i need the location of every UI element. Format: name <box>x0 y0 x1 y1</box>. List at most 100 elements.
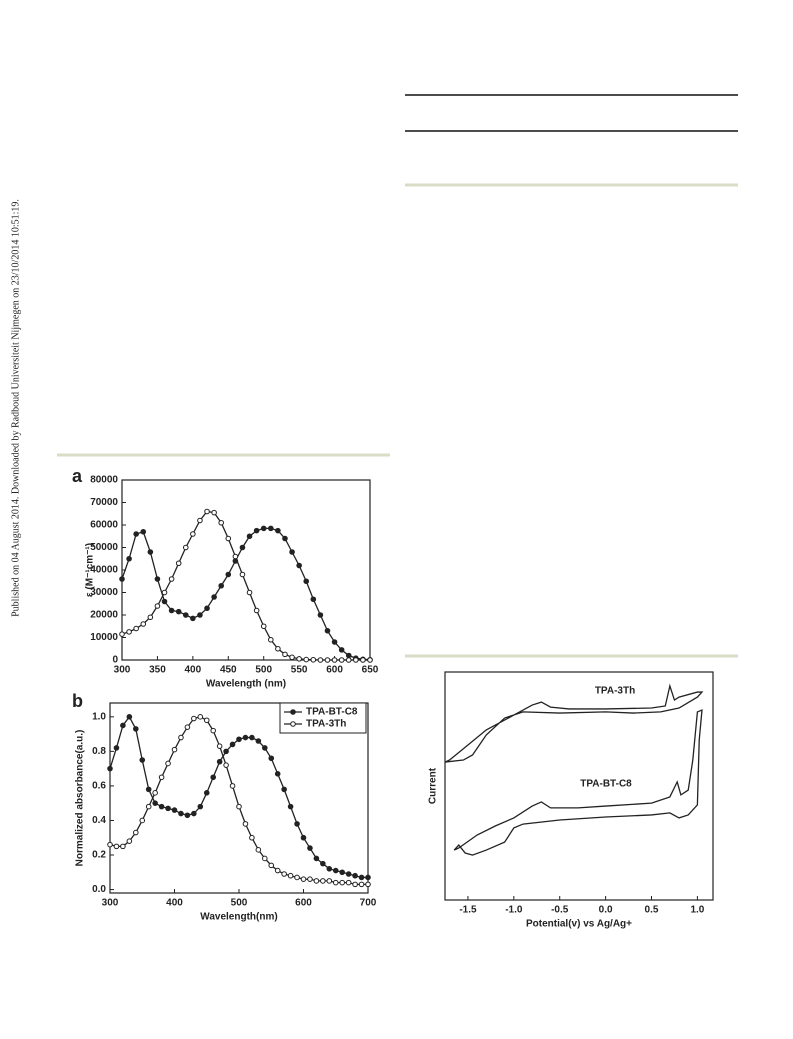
panel-label: a <box>72 466 83 486</box>
data-point <box>332 879 339 886</box>
data-point <box>255 738 262 744</box>
data-point <box>296 656 302 662</box>
plot-frame <box>444 671 714 901</box>
y-tick-label: 30000 <box>90 587 118 598</box>
data-point <box>300 876 307 882</box>
x-tick-label: -1.5 <box>459 905 477 916</box>
data-point <box>317 612 324 618</box>
data-point <box>345 871 352 877</box>
y-tick-label: 1.0 <box>92 711 106 722</box>
data-point <box>120 843 126 850</box>
data-point <box>352 881 358 888</box>
data-point <box>126 629 132 635</box>
data-point <box>274 867 281 874</box>
data-point <box>211 594 217 600</box>
data-point <box>249 834 255 841</box>
y-tick-label: 20000 <box>90 610 118 621</box>
data-point <box>289 654 295 661</box>
data-point <box>365 881 371 888</box>
data-point <box>338 647 345 653</box>
data-point <box>145 803 152 810</box>
y-tick-label: 0.0 <box>92 884 106 895</box>
x-tick-label: 700 <box>360 898 377 909</box>
data-point <box>197 714 204 720</box>
data-point <box>275 527 281 534</box>
data-point <box>320 860 326 867</box>
data-point <box>300 834 307 841</box>
y-tick-label: 0.6 <box>92 781 106 792</box>
data-point <box>171 746 178 753</box>
x-tick-label: -0.5 <box>551 905 569 916</box>
x-tick-label: 400 <box>185 665 202 676</box>
data-point <box>203 717 210 724</box>
y-tick-label: 10000 <box>90 632 118 643</box>
x-tick-label: 450 <box>220 665 237 676</box>
y-tick-label: 80000 <box>90 475 118 486</box>
data-point <box>229 741 236 748</box>
data-point <box>294 821 300 827</box>
data-point <box>154 576 161 582</box>
data-point <box>204 508 210 515</box>
data-point <box>190 615 196 622</box>
y-tick-label: 40000 <box>90 565 118 576</box>
x-tick-label: 0.5 <box>645 905 659 916</box>
data-point <box>171 807 178 813</box>
data-point <box>161 589 168 596</box>
data-point <box>289 549 295 555</box>
data-point <box>145 786 152 793</box>
data-point <box>197 803 204 810</box>
data-point <box>178 734 184 741</box>
data-point <box>191 715 197 722</box>
data-point <box>326 878 333 884</box>
data-point <box>158 774 165 781</box>
data-point <box>190 531 196 537</box>
x-tick-label: 1.0 <box>690 905 704 916</box>
data-point <box>294 874 300 881</box>
y-tick-label: 0.4 <box>92 815 106 826</box>
data-point <box>152 790 158 796</box>
panel-label: b <box>72 691 83 711</box>
y-axis-title: Normalized absorbance(a.u.) <box>75 730 86 867</box>
data-point <box>204 605 210 612</box>
y-axis-title: ε (M⁻¹cm⁻¹) <box>85 543 96 597</box>
x-tick-label: 350 <box>149 665 166 676</box>
x-tick-label: 550 <box>291 665 308 676</box>
data-point <box>107 765 113 772</box>
data-point <box>281 871 287 877</box>
data-point <box>191 810 197 817</box>
data-point <box>253 527 260 534</box>
data-point <box>147 614 154 621</box>
data-point <box>161 598 168 605</box>
data-point <box>246 589 253 596</box>
data-point <box>353 657 359 663</box>
data-point <box>260 525 267 532</box>
data-point <box>182 544 189 551</box>
data-point <box>140 528 147 535</box>
y-tick-label: 0.2 <box>92 850 106 861</box>
data-point <box>168 607 175 614</box>
data-point <box>242 734 249 741</box>
data-point <box>126 838 133 844</box>
data-point <box>239 544 246 551</box>
legend-label: TPA-3Th <box>306 719 346 730</box>
data-point <box>139 817 146 824</box>
data-point <box>126 555 132 562</box>
data-point <box>113 745 120 751</box>
data-point <box>303 578 310 585</box>
data-point <box>287 803 294 810</box>
data-point <box>338 657 345 663</box>
x-tick-label: 600 <box>326 665 343 676</box>
data-point <box>223 748 229 755</box>
data-point <box>313 878 320 884</box>
data-point <box>165 805 171 812</box>
data-point <box>332 867 339 874</box>
data-point <box>126 714 133 720</box>
data-point <box>282 651 288 658</box>
data-point <box>175 608 182 615</box>
data-point <box>107 841 113 848</box>
data-point <box>197 612 203 618</box>
data-point <box>229 783 236 789</box>
data-point <box>281 786 287 793</box>
y-axis-title: Current <box>428 767 439 804</box>
